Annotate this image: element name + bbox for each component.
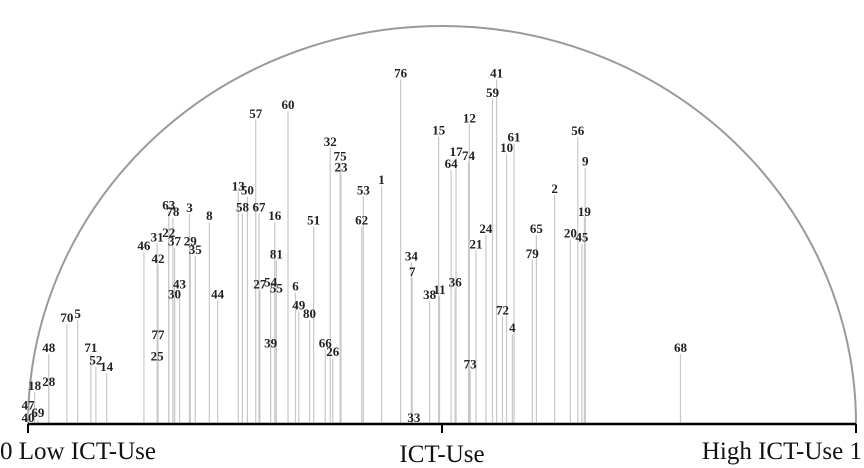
- data-point-label: 31: [151, 229, 164, 244]
- data-point-label: 75: [334, 149, 348, 164]
- data-point-label: 44: [211, 287, 225, 302]
- data-point-label: 54: [264, 274, 278, 289]
- data-point-label: 19: [578, 204, 592, 219]
- x-axis-left-label: 0 Low ICT-Use: [0, 438, 156, 465]
- data-point-label: 23: [334, 159, 348, 174]
- data-point-label: 58: [236, 199, 250, 214]
- data-point-label: 41: [490, 65, 503, 80]
- data-point-label: 57: [249, 106, 263, 121]
- data-point-label: 55: [270, 281, 284, 296]
- data-point-label: 73: [464, 357, 478, 372]
- data-point-label: 13: [232, 178, 246, 193]
- data-point-label: 12: [463, 110, 476, 125]
- data-point-label: 36: [449, 275, 463, 290]
- data-point-label: 14: [100, 359, 114, 374]
- data-point-label: 9: [582, 154, 589, 169]
- data-point-label: 43: [173, 276, 187, 291]
- data-point-label: 32: [324, 134, 337, 149]
- data-point-label: 60: [281, 97, 294, 112]
- data-point-label: 56: [571, 123, 585, 138]
- data-point-label: 3: [186, 200, 193, 215]
- data-point-label: 2: [551, 181, 558, 196]
- data-point-label: 67: [253, 199, 267, 214]
- data-point-label: 40: [22, 410, 35, 425]
- data-point-label: 1: [378, 172, 385, 187]
- data-point-label: 28: [42, 374, 56, 389]
- data-point-label: 6: [292, 279, 299, 294]
- data-point-label: 68: [674, 340, 688, 355]
- data-point-label: 78: [166, 204, 180, 219]
- data-point-label: 38: [423, 287, 437, 302]
- data-point-label: 26: [326, 344, 340, 359]
- data-point-label: 7: [409, 264, 416, 279]
- data-point-label: 50: [241, 183, 254, 198]
- data-point-label: 72: [496, 303, 509, 318]
- data-point-label: 22: [162, 225, 175, 240]
- x-axis-ticks: [27, 424, 857, 433]
- data-point-label: 27: [253, 276, 267, 291]
- data-point-label: 49: [292, 297, 306, 312]
- data-point-label: 34: [405, 248, 419, 263]
- data-point-label: 47: [22, 397, 36, 412]
- data-point-label: 16: [268, 208, 282, 223]
- x-axis-right-label: High ICT-Use 1: [702, 438, 862, 465]
- data-point-label: 33: [407, 410, 421, 425]
- data-point-label: 29: [184, 234, 198, 249]
- data-point-label: 21: [469, 236, 482, 251]
- data-point-label: 17: [450, 144, 464, 159]
- data-point-label: 62: [355, 213, 368, 228]
- data-point-label: 51: [307, 213, 320, 228]
- data-point-label: 71: [84, 340, 97, 355]
- data-point-label: 15: [432, 123, 446, 138]
- data-point-label: 37: [168, 234, 182, 249]
- data-point-label: 25: [151, 348, 165, 363]
- data-point-label: 77: [151, 327, 165, 342]
- data-point-label: 81: [270, 246, 283, 261]
- data-point-label: 66: [319, 336, 333, 351]
- data-point-label: 35: [189, 242, 203, 257]
- data-point-label: 24: [479, 221, 493, 236]
- data-point-label: 52: [89, 353, 102, 368]
- data-point-label: 39: [264, 336, 278, 351]
- data-point-label: 30: [168, 287, 181, 302]
- data-point-label: 63: [162, 197, 176, 212]
- x-axis-center-label: ICT-Use: [399, 441, 484, 468]
- data-point-label: 10: [500, 140, 513, 155]
- data-point-label: 42: [151, 251, 164, 266]
- data-point-label: 20: [564, 225, 577, 240]
- data-point-label: 80: [303, 306, 316, 321]
- data-point-label: 18: [28, 378, 42, 393]
- data-point-label: 79: [526, 246, 540, 261]
- data-point-label: 70: [60, 310, 73, 325]
- data-point-label: 8: [206, 208, 213, 223]
- stems-group: [27, 79, 682, 424]
- data-point-label: 46: [137, 238, 151, 253]
- data-point-label: 65: [530, 221, 544, 236]
- data-point-label: 4: [509, 320, 516, 335]
- semicircle-arc: [27, 25, 857, 425]
- data-point-label: 59: [486, 85, 500, 100]
- data-point-label: 64: [445, 156, 459, 171]
- data-point-label: 74: [462, 148, 476, 163]
- data-point-label: 5: [74, 306, 81, 321]
- data-point-label: 48: [42, 340, 56, 355]
- data-point-label: 61: [508, 129, 521, 144]
- data-point-label: 11: [433, 282, 445, 297]
- data-point-label: 76: [394, 65, 408, 80]
- data-point-label: 53: [357, 183, 371, 198]
- data-point-label: 45: [575, 230, 589, 245]
- data-point-label: 69: [31, 405, 45, 420]
